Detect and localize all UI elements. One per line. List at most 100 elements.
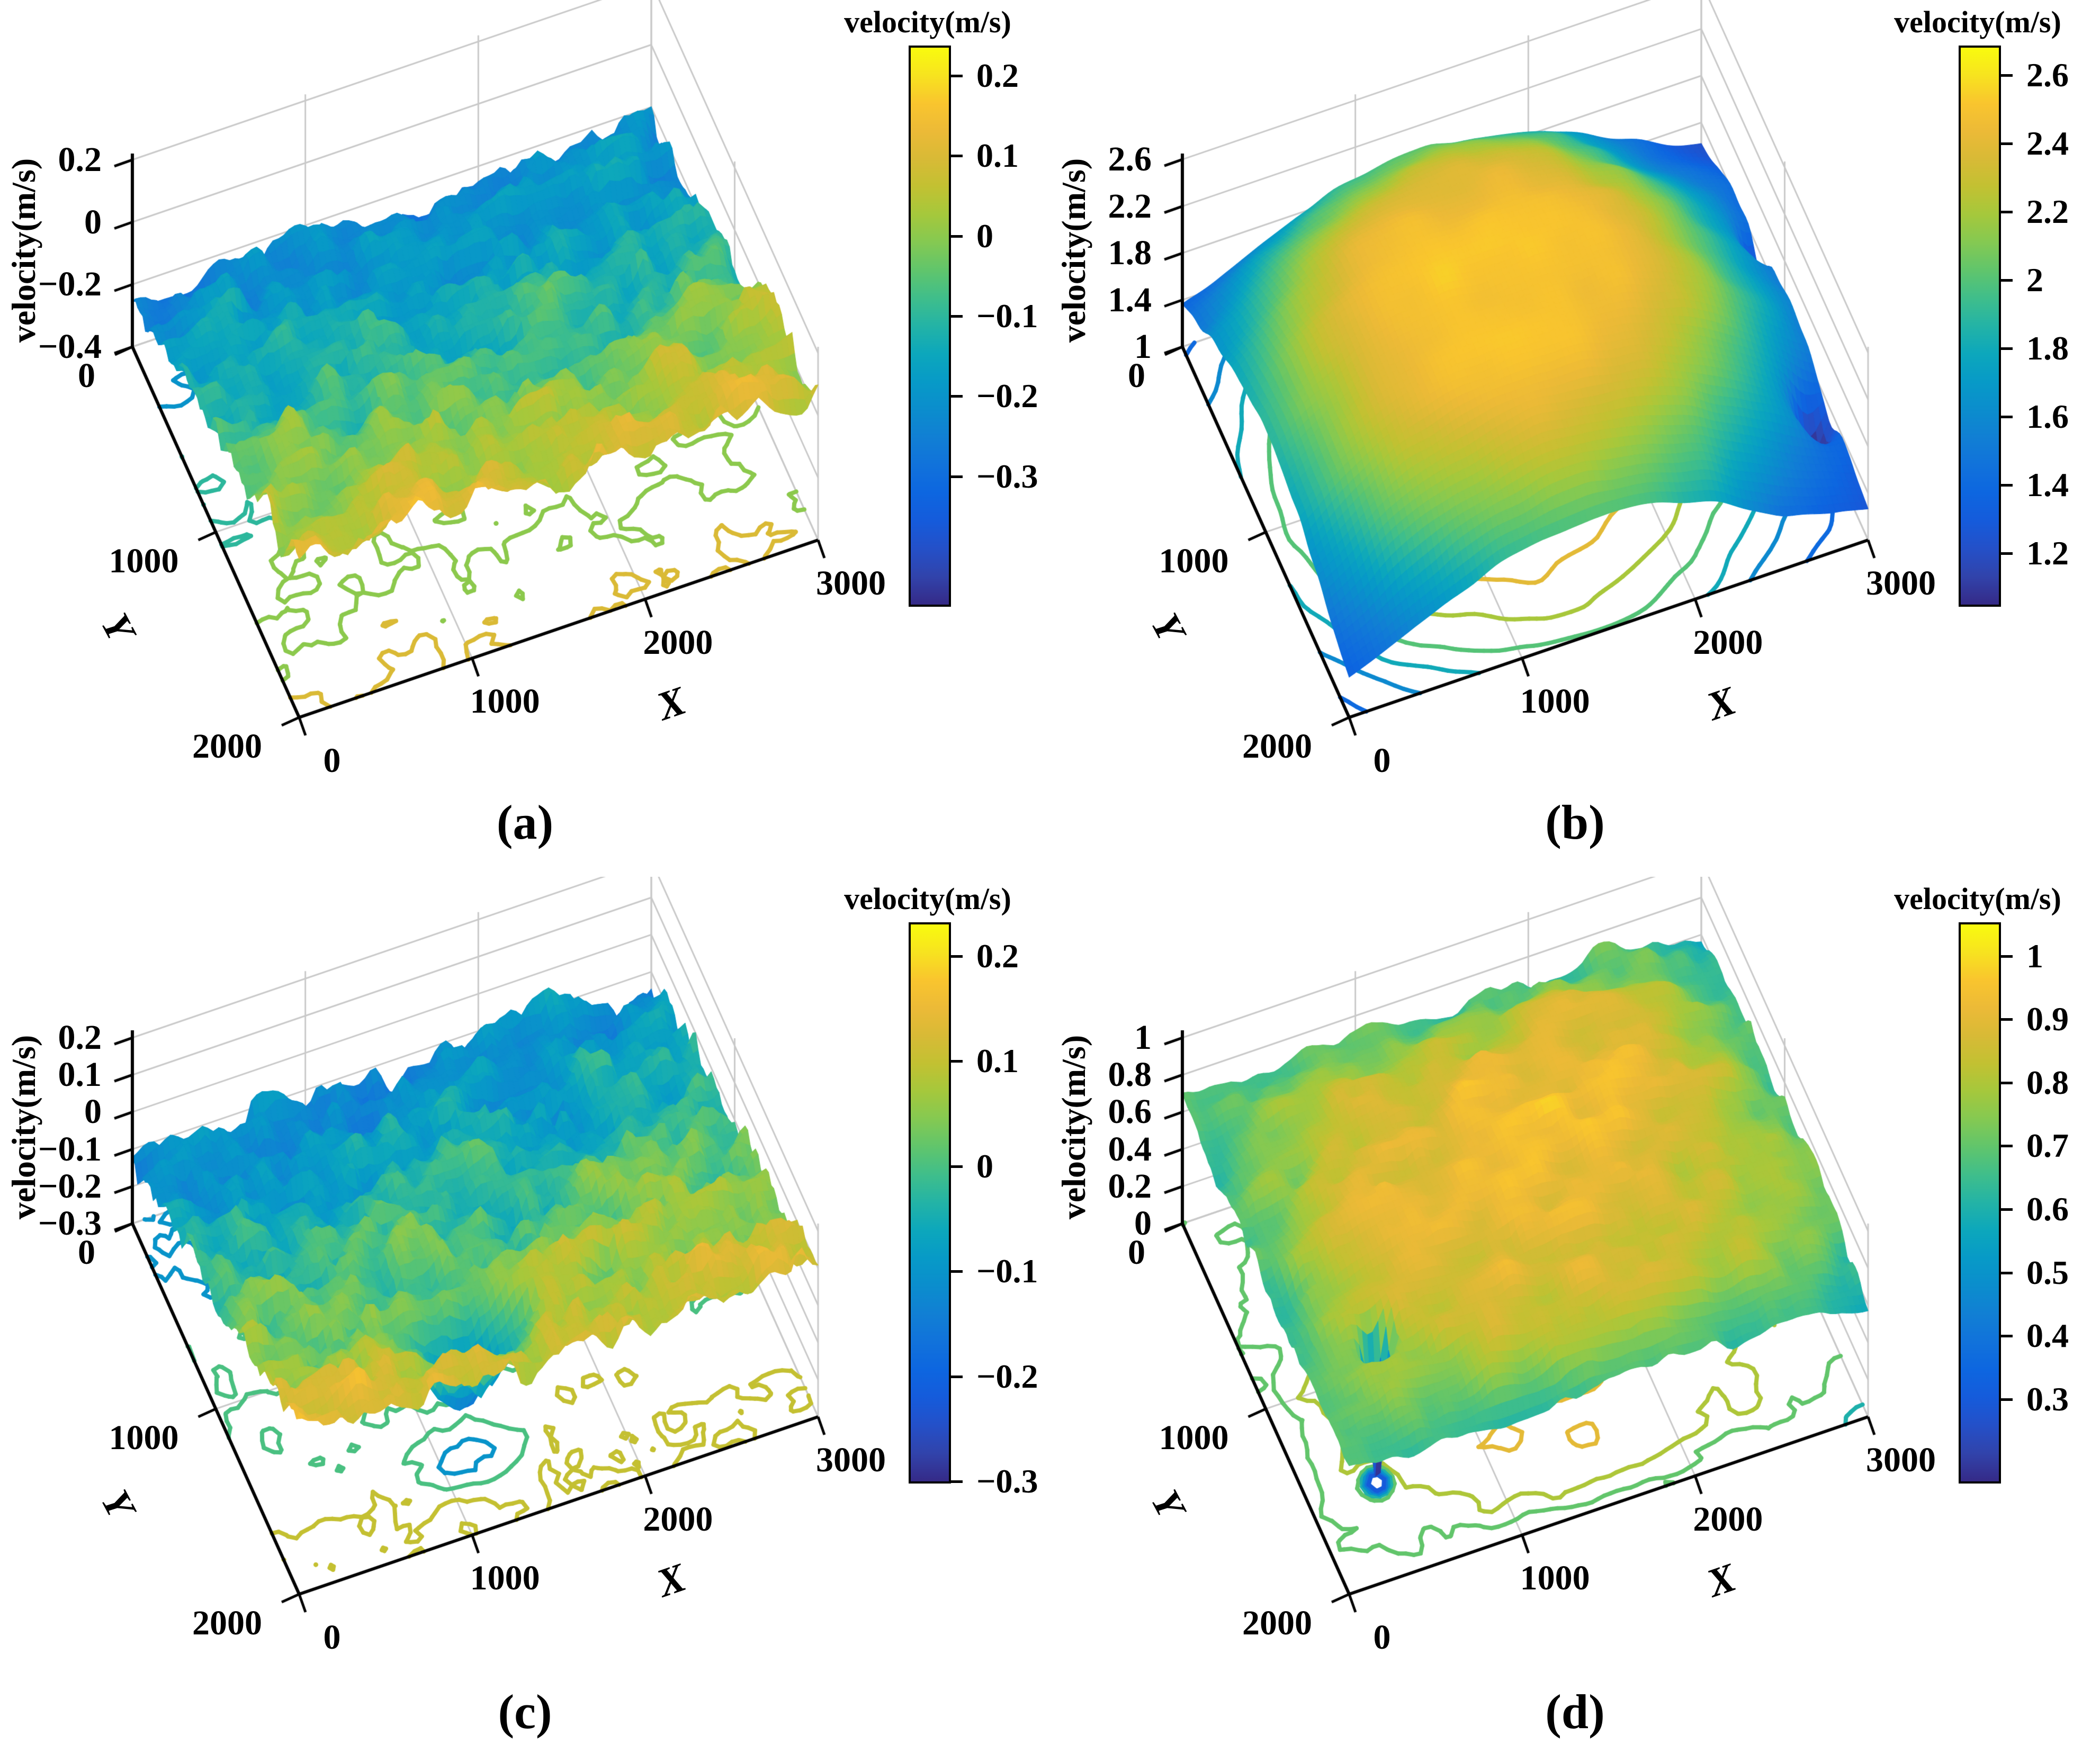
z-tick-label: 1 bbox=[1134, 327, 1152, 366]
colorbar-tick-label: 1.8 bbox=[2026, 329, 2069, 367]
z-tick-label: −0.2 bbox=[38, 265, 102, 304]
colorbar-tick-label: 0.5 bbox=[2026, 1253, 2069, 1291]
colorbar-tick-label: 1.4 bbox=[2026, 466, 2069, 504]
colorbar-tick-label: −0.3 bbox=[976, 1462, 1038, 1500]
colorbar-tick-label: −0.3 bbox=[976, 457, 1038, 495]
z-tick-label: 0.6 bbox=[1108, 1092, 1152, 1131]
panel-caption-b: (b) bbox=[1545, 795, 1605, 849]
y-tick-label: 2000 bbox=[192, 1604, 262, 1642]
y-tick-label: 0 bbox=[78, 356, 95, 395]
colorbar-tick-mark bbox=[949, 235, 963, 238]
colorbar-title-a: velocity(m/s) bbox=[844, 5, 1011, 39]
colorbar-tick-label: 0.2 bbox=[976, 56, 1019, 94]
colorbar-tick-label: 0.9 bbox=[2026, 1000, 2069, 1038]
colorbar-tick-mark bbox=[949, 1270, 963, 1273]
panel-caption-d: (d) bbox=[1545, 1685, 1605, 1739]
z-tick-label: 0 bbox=[84, 202, 102, 241]
x-tick-label: 2000 bbox=[1693, 623, 1763, 662]
colorbar-tick-mark bbox=[1999, 484, 2013, 487]
colorbar-tick-label: 0.7 bbox=[2026, 1127, 2069, 1165]
colorbar-tick-mark bbox=[1999, 74, 2013, 77]
x-tick-label: 2000 bbox=[643, 623, 713, 662]
z-tick-label: 0 bbox=[84, 1092, 102, 1131]
colorbar-tick-mark bbox=[1999, 347, 2013, 350]
z-tick-label: 0.2 bbox=[58, 1018, 102, 1057]
x-tick-label: 3000 bbox=[1866, 564, 1936, 603]
colorbar-gradient-c bbox=[909, 922, 951, 1484]
colorbar-tick-mark bbox=[1999, 1335, 2013, 1338]
y-tick-label: 0 bbox=[1128, 356, 1145, 395]
x-tick-label: 3000 bbox=[1866, 1441, 1936, 1479]
z-tick-label: 1 bbox=[1134, 1018, 1152, 1057]
colorbar-tick-mark bbox=[1999, 1208, 2013, 1211]
x-tick-label: 3000 bbox=[816, 564, 886, 603]
colorbar-tick-mark bbox=[1999, 1018, 2013, 1021]
y-tick-label: 1000 bbox=[109, 542, 179, 580]
x-tick-label: 2000 bbox=[1693, 1499, 1763, 1539]
colorbar-tick-mark bbox=[949, 475, 963, 478]
colorbar-tick-mark bbox=[1999, 210, 2013, 213]
x-tick-label: 1000 bbox=[470, 1559, 540, 1598]
x-tick-label: 1000 bbox=[470, 682, 540, 721]
z-tick-label: −0.4 bbox=[38, 327, 102, 366]
colorbar-tick-label: 0.8 bbox=[2026, 1063, 2069, 1101]
colorbar-title-b: velocity(m/s) bbox=[1894, 5, 2061, 39]
panel-c: velocity(m/s) (c) 0.2 0.1 0 −0.1 −0.2 −0.3 vel… bbox=[0, 877, 1050, 1753]
z-tick-label: 1.4 bbox=[1108, 280, 1152, 319]
colorbar-tick-mark bbox=[1999, 278, 2013, 282]
z-tick-label: 0.1 bbox=[58, 1055, 102, 1094]
colorbar-tick-label: 0.1 bbox=[976, 1042, 1019, 1080]
panel-a: velocity(m/s) (a) 0.2 0 −0.2 −0.4 velocity(m… bbox=[0, 0, 1050, 876]
y-tick-label: 2000 bbox=[192, 727, 262, 766]
colorbar-tick-label: 0.6 bbox=[2026, 1190, 2069, 1228]
y-tick-label: 1000 bbox=[1159, 1418, 1229, 1457]
colorbar-tick-label: 1.6 bbox=[2026, 398, 2069, 436]
colorbar-title-d: velocity(m/s) bbox=[1894, 882, 2061, 916]
colorbar-gradient-a bbox=[909, 46, 951, 607]
colorbar-tick-mark bbox=[949, 74, 963, 77]
z-tick-label: −0.1 bbox=[38, 1129, 102, 1168]
colorbar-tick-label: −0.1 bbox=[976, 297, 1038, 335]
panel-caption-c: (c) bbox=[498, 1685, 552, 1739]
x-tick-label: 0 bbox=[1373, 1618, 1391, 1657]
colorbar-tick-mark bbox=[949, 1480, 963, 1483]
colorbar-tick-label: −0.2 bbox=[976, 377, 1038, 415]
colorbar-tick-label: 2 bbox=[2026, 260, 2043, 299]
z-axis-label: velocity(m/s) bbox=[5, 1035, 42, 1219]
colorbar-tick-label: 0.2 bbox=[976, 937, 1019, 975]
y-tick-label: 2000 bbox=[1242, 727, 1312, 766]
colorbar-tick-label: 0.4 bbox=[2026, 1317, 2069, 1355]
colorbar-tick-label: 0 bbox=[976, 217, 993, 255]
x-tick-label: 1000 bbox=[1520, 682, 1590, 721]
x-tick-label: 0 bbox=[323, 1618, 341, 1657]
y-tick-label: 0 bbox=[1128, 1233, 1145, 1272]
x-tick-label: 0 bbox=[323, 741, 341, 780]
z-tick-label: −0.3 bbox=[38, 1204, 102, 1243]
colorbar-tick-mark bbox=[1999, 416, 2013, 419]
y-tick-label: 2000 bbox=[1242, 1604, 1312, 1642]
z-tick-label: 1.8 bbox=[1108, 233, 1152, 273]
colorbar-tick-label: 0 bbox=[976, 1147, 993, 1185]
x-tick-label: 1000 bbox=[1520, 1559, 1590, 1598]
colorbar-title-c: velocity(m/s) bbox=[844, 882, 1011, 916]
colorbar-tick-mark bbox=[1999, 955, 2013, 958]
y-tick-label: 1000 bbox=[109, 1418, 179, 1457]
colorbar-tick-mark bbox=[1999, 1398, 2013, 1401]
colorbar-tick-mark bbox=[949, 955, 963, 958]
colorbar-tick-mark bbox=[1999, 1081, 2013, 1084]
colorbar-tick-mark bbox=[1999, 1271, 2013, 1274]
colorbar-tick-mark bbox=[1999, 142, 2013, 145]
colorbar-tick-mark bbox=[949, 1375, 963, 1378]
colorbar-tick-mark bbox=[949, 395, 963, 398]
colorbar-tick-label: 0.1 bbox=[976, 137, 1019, 175]
z-tick-label: 0.2 bbox=[58, 140, 102, 179]
z-tick-label: 0.4 bbox=[1108, 1129, 1152, 1168]
surface-plot-canvas-c bbox=[0, 877, 1050, 1648]
z-tick-label: 2.6 bbox=[1108, 140, 1152, 179]
colorbar-tick-mark bbox=[949, 315, 963, 318]
colorbar-tick-label: −0.2 bbox=[976, 1357, 1038, 1395]
colorbar-tick-mark bbox=[1999, 552, 2013, 555]
panel-b: velocity(m/s) (b) 2.6 2.2 1.8 1.4 1 velocity(… bbox=[1050, 0, 2100, 876]
x-tick-label: 0 bbox=[1373, 741, 1391, 780]
